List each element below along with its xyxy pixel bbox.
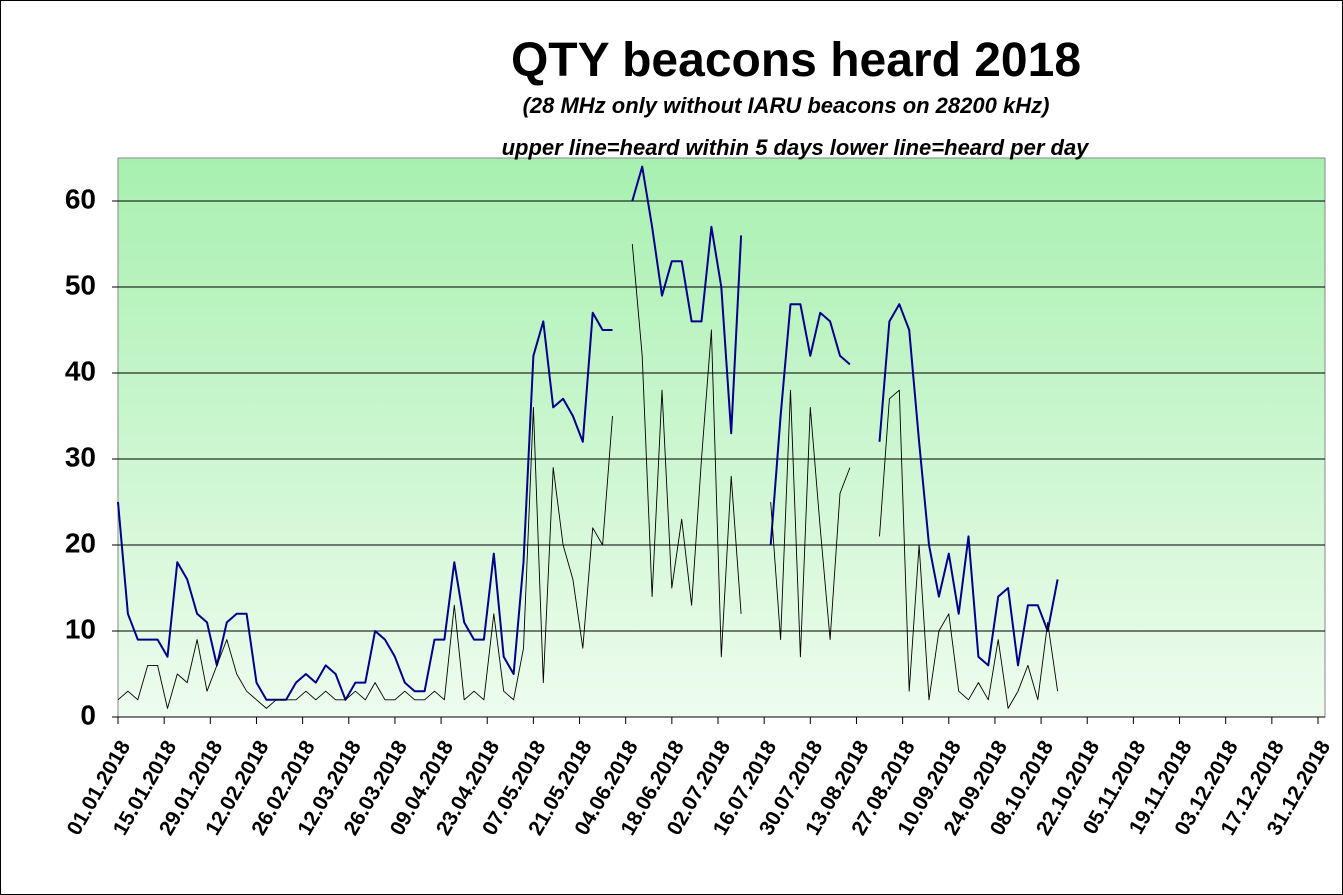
y-tick-label: 10 <box>65 613 96 644</box>
plot-area <box>117 157 1326 718</box>
subtitle: upper line=heard within 5 days lower lin… <box>502 135 1091 160</box>
series-line <box>117 165 1059 701</box>
y-tick-label: 60 <box>65 183 96 214</box>
subtitle: (28 MHz only without IARU beacons on 282… <box>523 93 1050 118</box>
y-tick-label: 30 <box>65 441 96 472</box>
y-tick-label: 20 <box>65 527 96 558</box>
y-tick-label: 40 <box>65 355 96 386</box>
chart-title: QTY beacons heard 2018 <box>511 34 1081 87</box>
y-tick-label: 0 <box>80 699 96 730</box>
series-line <box>117 243 1059 709</box>
y-tick-label: 50 <box>65 269 96 300</box>
